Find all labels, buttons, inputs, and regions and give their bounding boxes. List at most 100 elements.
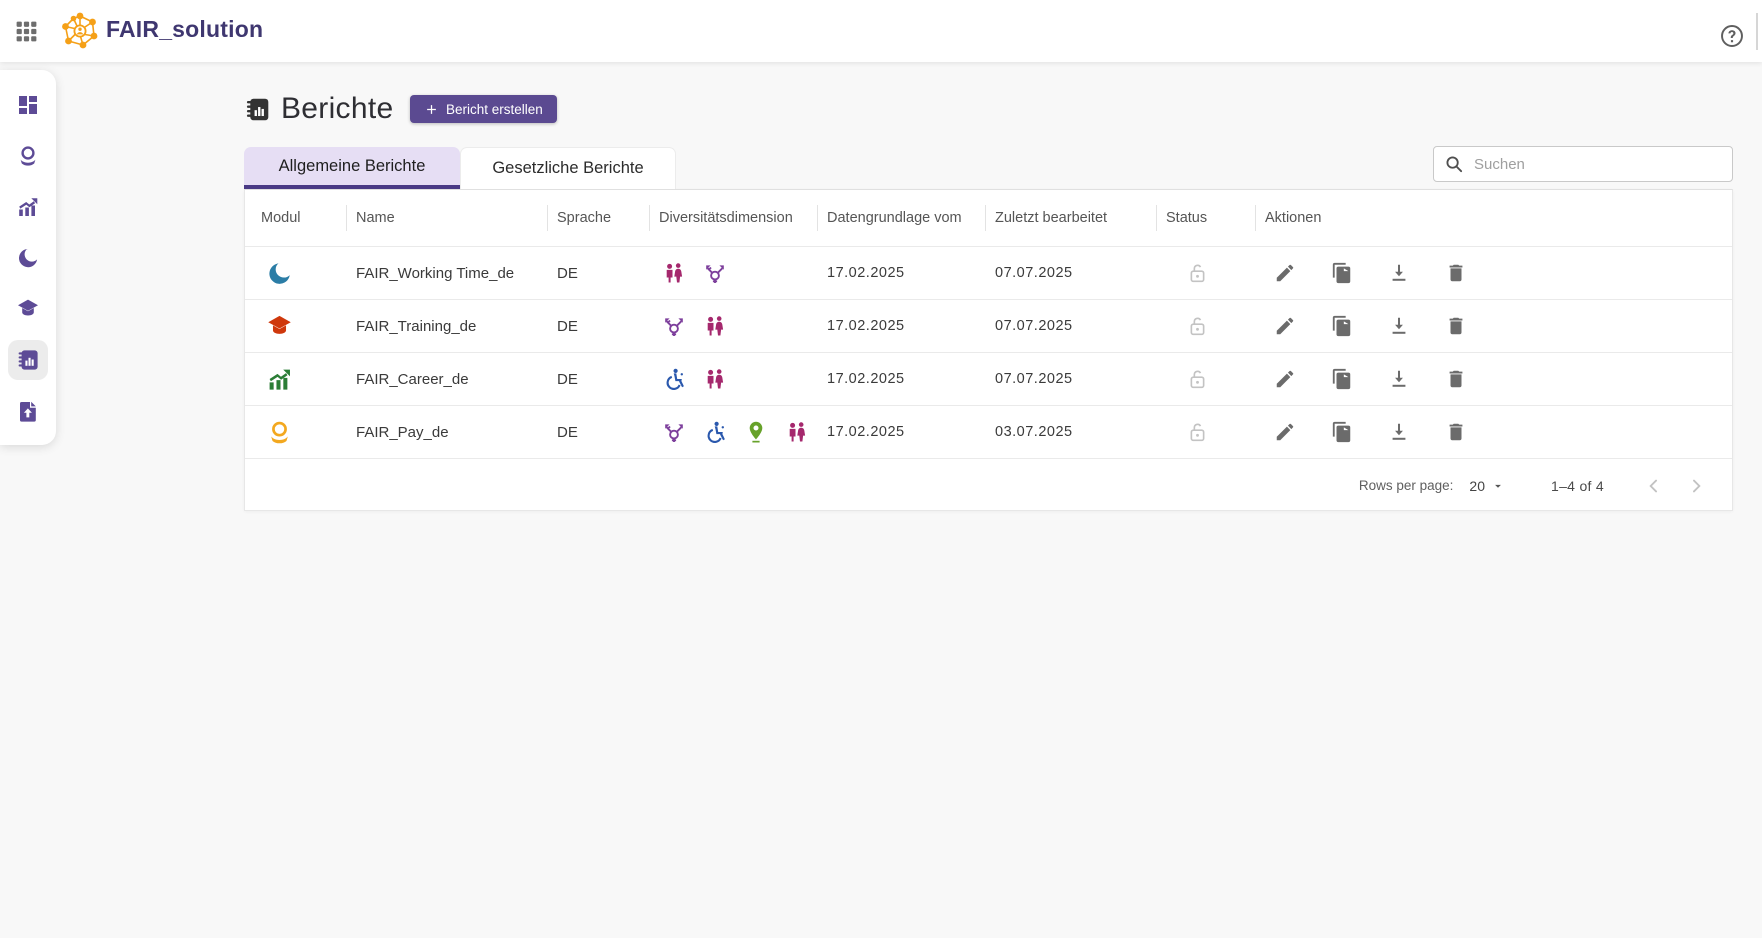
moon-icon	[16, 246, 40, 270]
reports-table-card: Modul Name Sprache Diversitätsdimension Date…	[244, 189, 1733, 511]
sidebar-item-training[interactable]	[8, 289, 48, 329]
page-title: Berichte	[281, 92, 394, 125]
sidebar-nav	[0, 70, 56, 445]
duplicate-button[interactable]	[1331, 368, 1353, 390]
edit-button[interactable]	[1274, 421, 1296, 443]
training-cap-module-icon	[266, 313, 293, 340]
create-report-button[interactable]: Bericht erstellen	[410, 95, 557, 123]
last-edited-date: 07.07.2025	[995, 318, 1073, 334]
reports-book-icon	[16, 348, 40, 372]
delete-button[interactable]	[1445, 262, 1467, 284]
table-header-row: Modul Name Sprache Diversitätsdimension Date…	[245, 190, 1732, 246]
caret-down-icon	[1491, 479, 1505, 493]
last-edited-date: 07.07.2025	[995, 265, 1073, 281]
table-body: FAIR_Working Time_de DE 17.02.2025 07.07…	[245, 246, 1732, 458]
report-name: FAIR_Career_de	[356, 370, 469, 388]
fair-network-logo-icon	[60, 11, 100, 51]
create-report-button-label: Bericht erstellen	[446, 101, 543, 117]
rows-per-page-select[interactable]: 20	[1469, 478, 1505, 494]
column-header-zuletzt-bearbeitet: Zuletzt bearbeitet	[985, 190, 1156, 246]
duplicate-button[interactable]	[1331, 421, 1353, 443]
sidebar-item-upload[interactable]	[8, 391, 48, 431]
scrollbar-divider	[1756, 13, 1758, 50]
duplicate-button[interactable]	[1331, 315, 1353, 337]
column-header-label: Sprache	[557, 210, 612, 226]
app-title: FAIR_solution	[106, 16, 264, 42]
download-button[interactable]	[1388, 421, 1410, 443]
edit-button[interactable]	[1274, 315, 1296, 337]
diversity-dimension-icons	[649, 300, 817, 352]
column-header-sprache: Sprache	[547, 190, 649, 246]
rows-per-page-label: Rows per page:	[1358, 478, 1454, 493]
lock-open-icon	[1186, 262, 1209, 285]
delete-button[interactable]	[1445, 368, 1467, 390]
transgender-icon	[662, 420, 686, 444]
table-row: FAIR_Working Time_de DE 17.02.2025 07.07…	[245, 246, 1732, 299]
help-icon[interactable]	[1719, 23, 1745, 49]
location-pin-icon	[744, 420, 768, 444]
report-language: DE	[557, 317, 578, 335]
diversity-dimension-icons	[649, 353, 817, 405]
data-basis-date: 17.02.2025	[827, 424, 905, 440]
column-header-aktionen: Aktionen	[1255, 190, 1732, 246]
delete-button[interactable]	[1445, 315, 1467, 337]
apps-grid-menu-icon[interactable]	[14, 19, 39, 44]
top-bar: FAIR_solution	[0, 0, 1762, 62]
transgender-icon	[703, 261, 727, 285]
diversity-dimension-icons	[649, 406, 817, 458]
column-header-diversitätsdimension: Diversitätsdimension	[649, 190, 817, 246]
report-name: FAIR_Pay_de	[356, 423, 449, 441]
column-header-label: Status	[1166, 210, 1208, 226]
report-language: DE	[557, 264, 578, 282]
pay-coin-icon	[16, 144, 40, 168]
report-name: FAIR_Working Time_de	[356, 264, 515, 282]
career-chart-module-icon	[266, 366, 293, 393]
row-actions	[1255, 353, 1732, 405]
moon-module-icon	[266, 260, 293, 287]
duplicate-button[interactable]	[1331, 262, 1353, 284]
data-basis-date: 17.02.2025	[827, 265, 905, 281]
sidebar-item-reports[interactable]	[8, 340, 48, 380]
download-button[interactable]	[1388, 368, 1410, 390]
search-input[interactable]	[1474, 155, 1722, 173]
previous-page-button[interactable]	[1644, 476, 1664, 496]
last-edited-date: 07.07.2025	[995, 371, 1073, 387]
sidebar-item-pay[interactable]	[8, 136, 48, 176]
column-header-name: Name	[346, 190, 547, 246]
sidebar-item-dashboard[interactable]	[8, 85, 48, 125]
page-title-row: Berichte	[244, 92, 393, 126]
last-edited-date: 03.07.2025	[995, 424, 1073, 440]
table-row: FAIR_Career_de DE 17.02.2025 07.07.2025	[245, 352, 1732, 405]
column-header-label: Aktionen	[1265, 210, 1322, 226]
transgender-icon	[662, 314, 686, 338]
table-row: FAIR_Pay_de DE 17.02.2025 03.07.2025	[245, 405, 1732, 458]
tab-gesetzliche-berichte[interactable]: Gesetzliche Berichte	[460, 147, 676, 189]
next-page-button[interactable]	[1686, 476, 1706, 496]
gender-pair-icon	[703, 367, 727, 391]
row-actions	[1255, 406, 1732, 458]
column-header-label: Diversitätsdimension	[659, 210, 793, 226]
delete-button[interactable]	[1445, 421, 1467, 443]
column-header-label: Name	[356, 210, 395, 226]
edit-button[interactable]	[1274, 368, 1296, 390]
column-header-label: Datengrundlage vom	[827, 210, 962, 226]
tab-allgemeine-berichte[interactable]: Allgemeine Berichte	[244, 147, 460, 189]
download-button[interactable]	[1388, 315, 1410, 337]
data-basis-date: 17.02.2025	[827, 371, 905, 387]
diversity-dimension-icons	[649, 247, 817, 299]
data-basis-date: 17.02.2025	[827, 318, 905, 334]
lock-open-icon	[1186, 421, 1209, 444]
search-icon	[1444, 154, 1464, 174]
report-language: DE	[557, 370, 578, 388]
tab-label: Allgemeine Berichte	[278, 156, 426, 175]
report-name: FAIR_Training_de	[356, 317, 477, 335]
reports-icon	[244, 96, 271, 123]
lock-open-icon	[1186, 315, 1209, 338]
sidebar-item-working-time[interactable]	[8, 238, 48, 278]
sidebar-item-career[interactable]	[8, 187, 48, 227]
edit-button[interactable]	[1274, 262, 1296, 284]
row-actions	[1255, 247, 1732, 299]
report-tabs: Allgemeine Berichte Gesetzliche Berichte	[244, 147, 676, 189]
gender-pair-icon	[703, 314, 727, 338]
download-button[interactable]	[1388, 262, 1410, 284]
